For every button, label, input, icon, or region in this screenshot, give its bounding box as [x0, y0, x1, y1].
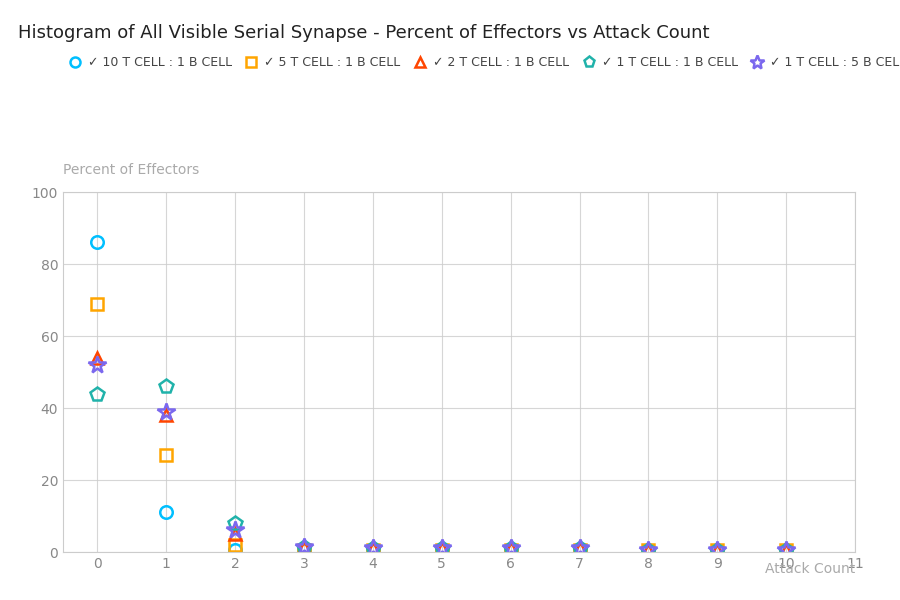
1 T CELL : 5 B CELL: (8, 0.5): 5 B CELL: (8, 0.5) — [643, 547, 653, 554]
1 T CELL : 5 B CELL: (7, 1): 5 B CELL: (7, 1) — [574, 545, 585, 552]
Text: Histogram of All Visible Serial Synapse - Percent of Effectors vs Attack Count: Histogram of All Visible Serial Synapse … — [18, 24, 709, 42]
1 T CELL : 1 B CELL: (10, 0.5): 1 B CELL: (10, 0.5) — [780, 547, 791, 554]
1 T CELL : 1 B CELL: (2, 8): 1 B CELL: (2, 8) — [230, 520, 240, 527]
5 T CELL : 1 B CELL: (1, 27): 1 B CELL: (1, 27) — [161, 451, 172, 458]
2 T CELL : 1 B CELL: (7, 1): 1 B CELL: (7, 1) — [574, 545, 585, 552]
Line: 10 T CELL : 1 B CELL: 10 T CELL : 1 B CELL — [91, 236, 792, 556]
1 T CELL : 1 B CELL: (3, 1.5): 1 B CELL: (3, 1.5) — [299, 543, 310, 550]
1 T CELL : 1 B CELL: (8, 0.5): 1 B CELL: (8, 0.5) — [643, 547, 653, 554]
1 T CELL : 1 B CELL: (0, 44): 1 B CELL: (0, 44) — [92, 390, 103, 397]
Text: Percent of Effectors: Percent of Effectors — [63, 163, 199, 177]
10 T CELL : 1 B CELL: (3, 0.5): 1 B CELL: (3, 0.5) — [299, 547, 310, 554]
2 T CELL : 1 B CELL: (4, 1): 1 B CELL: (4, 1) — [367, 545, 378, 552]
5 T CELL : 1 B CELL: (3, 0.5): 1 B CELL: (3, 0.5) — [299, 547, 310, 554]
1 T CELL : 5 B CELL: (3, 1.5): 5 B CELL: (3, 1.5) — [299, 543, 310, 550]
1 T CELL : 5 B CELL: (4, 1): 5 B CELL: (4, 1) — [367, 545, 378, 552]
1 T CELL : 1 B CELL: (5, 1): 1 B CELL: (5, 1) — [436, 545, 447, 552]
1 T CELL : 1 B CELL: (9, 0.5): 1 B CELL: (9, 0.5) — [712, 547, 723, 554]
5 T CELL : 1 B CELL: (10, 0.5): 1 B CELL: (10, 0.5) — [780, 547, 791, 554]
1 T CELL : 5 B CELL: (0, 52): 5 B CELL: (0, 52) — [92, 361, 103, 368]
5 T CELL : 1 B CELL: (9, 0.5): 1 B CELL: (9, 0.5) — [712, 547, 723, 554]
Line: 1 T CELL : 5 B CELL: 1 T CELL : 5 B CELL — [88, 356, 796, 559]
10 T CELL : 1 B CELL: (6, 0.5): 1 B CELL: (6, 0.5) — [505, 547, 516, 554]
5 T CELL : 1 B CELL: (4, 0.5): 1 B CELL: (4, 0.5) — [367, 547, 378, 554]
10 T CELL : 1 B CELL: (8, 0.5): 1 B CELL: (8, 0.5) — [643, 547, 653, 554]
Line: 1 T CELL : 1 B CELL: 1 T CELL : 1 B CELL — [91, 379, 793, 557]
10 T CELL : 1 B CELL: (9, 0.5): 1 B CELL: (9, 0.5) — [712, 547, 723, 554]
10 T CELL : 1 B CELL: (1, 11): 1 B CELL: (1, 11) — [161, 509, 172, 516]
1 T CELL : 1 B CELL: (4, 1): 1 B CELL: (4, 1) — [367, 545, 378, 552]
1 T CELL : 5 B CELL: (2, 6): 5 B CELL: (2, 6) — [230, 527, 240, 534]
10 T CELL : 1 B CELL: (10, 0.5): 1 B CELL: (10, 0.5) — [780, 547, 791, 554]
1 T CELL : 5 B CELL: (6, 1): 5 B CELL: (6, 1) — [505, 545, 516, 552]
2 T CELL : 1 B CELL: (1, 38): 1 B CELL: (1, 38) — [161, 412, 172, 419]
Legend: ✓ 10 T CELL : 1 B CELL, ✓ 5 T CELL : 1 B CELL, ✓ 2 T CELL : 1 B CELL, ✓ 1 T CELL: ✓ 10 T CELL : 1 B CELL, ✓ 5 T CELL : 1 B… — [66, 56, 900, 69]
2 T CELL : 1 B CELL: (8, 0.5): 1 B CELL: (8, 0.5) — [643, 547, 653, 554]
5 T CELL : 1 B CELL: (8, 0.5): 1 B CELL: (8, 0.5) — [643, 547, 653, 554]
2 T CELL : 1 B CELL: (0, 54): 1 B CELL: (0, 54) — [92, 354, 103, 361]
Line: 2 T CELL : 1 B CELL: 2 T CELL : 1 B CELL — [91, 352, 792, 556]
1 T CELL : 5 B CELL: (5, 1): 5 B CELL: (5, 1) — [436, 545, 447, 552]
2 T CELL : 1 B CELL: (5, 1): 1 B CELL: (5, 1) — [436, 545, 447, 552]
10 T CELL : 1 B CELL: (0, 86): 1 B CELL: (0, 86) — [92, 239, 103, 246]
1 T CELL : 5 B CELL: (10, 0.5): 5 B CELL: (10, 0.5) — [780, 547, 791, 554]
5 T CELL : 1 B CELL: (6, 0.5): 1 B CELL: (6, 0.5) — [505, 547, 516, 554]
2 T CELL : 1 B CELL: (6, 1): 1 B CELL: (6, 1) — [505, 545, 516, 552]
Line: 5 T CELL : 1 B CELL: 5 T CELL : 1 B CELL — [91, 298, 792, 556]
10 T CELL : 1 B CELL: (7, 0.5): 1 B CELL: (7, 0.5) — [574, 547, 585, 554]
2 T CELL : 1 B CELL: (2, 5): 1 B CELL: (2, 5) — [230, 530, 240, 538]
10 T CELL : 1 B CELL: (2, 0.5): 1 B CELL: (2, 0.5) — [230, 547, 240, 554]
1 T CELL : 1 B CELL: (1, 46): 1 B CELL: (1, 46) — [161, 383, 172, 390]
2 T CELL : 1 B CELL: (3, 1.5): 1 B CELL: (3, 1.5) — [299, 543, 310, 550]
5 T CELL : 1 B CELL: (0, 69): 1 B CELL: (0, 69) — [92, 300, 103, 307]
5 T CELL : 1 B CELL: (7, 0.5): 1 B CELL: (7, 0.5) — [574, 547, 585, 554]
5 T CELL : 1 B CELL: (2, 2): 1 B CELL: (2, 2) — [230, 541, 240, 548]
2 T CELL : 1 B CELL: (9, 0.5): 1 B CELL: (9, 0.5) — [712, 547, 723, 554]
1 T CELL : 1 B CELL: (7, 1): 1 B CELL: (7, 1) — [574, 545, 585, 552]
10 T CELL : 1 B CELL: (5, 0.5): 1 B CELL: (5, 0.5) — [436, 547, 447, 554]
1 T CELL : 5 B CELL: (9, 0.5): 5 B CELL: (9, 0.5) — [712, 547, 723, 554]
Text: Attack Count: Attack Count — [765, 562, 855, 576]
1 T CELL : 5 B CELL: (1, 39): 5 B CELL: (1, 39) — [161, 408, 172, 415]
5 T CELL : 1 B CELL: (5, 0.5): 1 B CELL: (5, 0.5) — [436, 547, 447, 554]
10 T CELL : 1 B CELL: (4, 0.5): 1 B CELL: (4, 0.5) — [367, 547, 378, 554]
1 T CELL : 1 B CELL: (6, 1): 1 B CELL: (6, 1) — [505, 545, 516, 552]
2 T CELL : 1 B CELL: (10, 0.5): 1 B CELL: (10, 0.5) — [780, 547, 791, 554]
